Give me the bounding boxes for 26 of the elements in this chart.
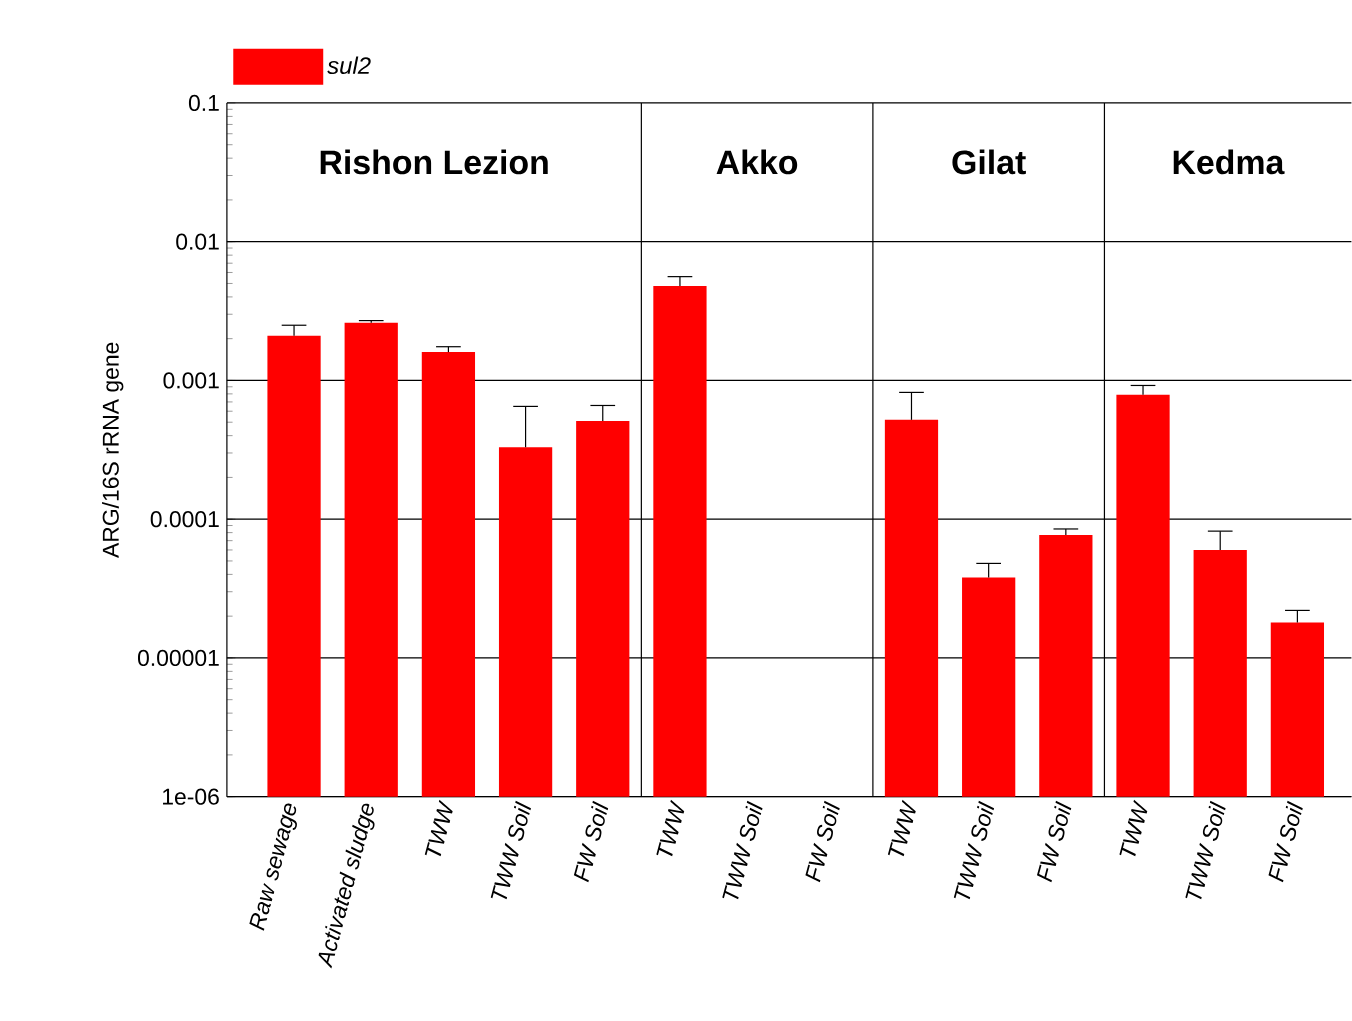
x-tick-label: FW Soil <box>805 801 840 883</box>
y-tick-label: 0.00001 <box>137 650 219 667</box>
y-axis-title: ARG/16S rRNA gene <box>102 342 124 559</box>
x-tick-label: TWW Soil <box>1185 801 1226 900</box>
y-tick-label: 0.0001 <box>150 511 219 528</box>
y-tick-label: 0.001 <box>163 372 219 389</box>
x-tick-label: TWW Soil <box>490 801 531 900</box>
x-tick-label: TWW <box>424 799 453 857</box>
x-tick-label: TWW Soil <box>953 801 995 900</box>
x-tick-label: Activated sludge <box>318 803 375 969</box>
x-tick-label: FW Soil <box>1036 801 1072 883</box>
x-tick-label: Raw sewage <box>249 803 297 932</box>
x-tick-label: TWW Soil <box>722 801 763 900</box>
annotation: Kedma <box>1173 149 1285 175</box>
x-tick-label: TWW <box>656 799 685 857</box>
x-tick-label: TWW <box>1119 799 1148 857</box>
y-tick-label: 0.01 <box>176 233 219 251</box>
x-tick-label: FW Soil <box>1268 801 1303 883</box>
y-tick-label: 0.1 <box>188 95 219 112</box>
annotation: Rishon Lezion <box>320 149 548 175</box>
x-tick-label: FW Soil <box>573 801 609 883</box>
x-tick-label: TWW <box>887 799 916 857</box>
legend-label: sul2 <box>327 56 371 75</box>
annotation: Gilat <box>952 149 1026 175</box>
y-tick-label: 1e-06 <box>163 788 219 805</box>
annotation: Akko <box>716 149 798 175</box>
